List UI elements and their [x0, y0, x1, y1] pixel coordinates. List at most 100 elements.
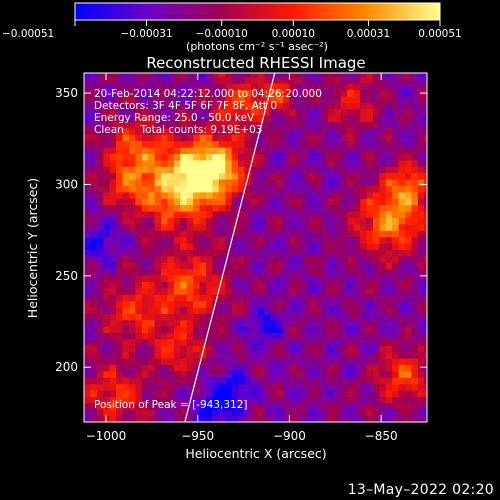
heatmap-cell [199, 198, 207, 206]
heatmap-cell [283, 332, 291, 340]
heatmap-cell [250, 281, 258, 289]
heatmap-cell [199, 73, 207, 78]
heatmap-cell [122, 140, 130, 148]
heatmap-cell [308, 204, 316, 212]
heatmap-cell [353, 249, 361, 257]
heatmap-cell [167, 409, 175, 417]
heatmap-cell [148, 326, 156, 334]
heatmap-cell [321, 210, 329, 218]
heatmap-cell [231, 198, 239, 206]
heatmap-cell [276, 313, 284, 321]
heatmap-cell [109, 242, 117, 250]
heatmap-cell [398, 332, 406, 340]
heatmap-cell [244, 185, 252, 193]
heatmap-cell [218, 268, 226, 276]
heatmap-cell [186, 134, 194, 142]
heatmap-cell [116, 159, 124, 167]
heatmap-cell [128, 210, 136, 218]
heatmap-cell [205, 236, 213, 244]
heatmap-cell [404, 300, 413, 308]
heatmap-cell [122, 159, 130, 167]
heatmap-cell [167, 390, 175, 398]
heatmap-cell [141, 210, 149, 218]
heatmap-cell [289, 345, 297, 353]
heatmap-cell [424, 115, 427, 123]
heatmap-cell [334, 198, 342, 206]
heatmap-cell [218, 108, 226, 116]
heatmap-cell [212, 73, 220, 78]
heatmap-cell [231, 306, 239, 314]
heatmap-cell [250, 83, 258, 91]
heatmap-cell [180, 210, 188, 218]
heatmap-cell [385, 134, 393, 142]
heatmap-cell [90, 159, 98, 167]
heatmap-cell [116, 338, 124, 346]
colorbar-unit-label: (photons cm⁻² s⁻¹ asec⁻²) [186, 40, 328, 53]
heatmap-cell [141, 178, 149, 186]
heatmap-cell [116, 364, 124, 372]
heatmap-cell [244, 178, 252, 186]
heatmap-cell [141, 383, 149, 391]
heatmap-cell [404, 306, 413, 314]
heatmap-cell [103, 159, 111, 167]
heatmap-cell [212, 127, 220, 135]
heatmap-cell [321, 159, 329, 167]
heatmap-cell [302, 351, 310, 359]
heatmap-cell [392, 249, 400, 257]
heatmap-cell [321, 115, 329, 123]
heatmap-cell [122, 198, 130, 206]
heatmap-cell [212, 326, 220, 334]
heatmap-cell [347, 115, 355, 123]
heatmap-cell [141, 370, 149, 378]
heatmap-cell [295, 255, 303, 263]
heatmap-cell [257, 204, 265, 212]
heatmap-cell [122, 415, 130, 422]
heatmap-cell [122, 115, 130, 123]
heatmap-cell [141, 198, 149, 206]
heatmap-cell [154, 274, 162, 282]
heatmap-cell [263, 262, 271, 270]
heatmap-cell [128, 159, 136, 167]
heatmap-cell [372, 83, 380, 91]
heatmap-cell [212, 409, 220, 417]
heatmap-cell [398, 198, 406, 206]
heatmap-cell [103, 73, 111, 78]
heatmap-cell [360, 76, 368, 84]
heatmap-cell [90, 140, 98, 148]
heatmap-cell [109, 281, 117, 289]
heatmap-cell [366, 83, 374, 91]
heatmap-cell [372, 390, 380, 398]
heatmap-cell [366, 198, 374, 206]
heatmap-cell [103, 326, 111, 334]
heatmap-cell [186, 338, 194, 346]
heatmap-cell [372, 274, 380, 282]
heatmap-cell [334, 230, 342, 238]
heatmap-cell [276, 242, 284, 250]
heatmap-cell [353, 262, 361, 270]
heatmap-cell [270, 370, 278, 378]
heatmap-cell [334, 306, 342, 314]
heatmap-cell [84, 338, 92, 346]
heatmap-cell [148, 108, 156, 116]
heatmap-cell [411, 230, 419, 238]
heatmap-cell [141, 89, 149, 97]
heatmap-cell [218, 198, 226, 206]
heatmap-cell [276, 351, 284, 359]
heatmap-cell [250, 140, 258, 148]
heatmap-cell [122, 351, 130, 359]
heatmap-cell [353, 166, 361, 174]
heatmap-cell [360, 159, 368, 167]
heatmap-cell [90, 121, 98, 129]
heatmap-cell [283, 210, 291, 218]
heatmap-cell [302, 364, 310, 372]
heatmap-cell [90, 134, 98, 142]
heatmap-cell [327, 127, 335, 135]
heatmap-cell [128, 274, 136, 282]
heatmap-cell [411, 294, 419, 302]
heatmap-cell [424, 268, 427, 276]
heatmap-cell [84, 274, 92, 282]
colorbar-tick-label: 0.00031 [347, 28, 390, 40]
chart-title: Reconstructed RHESSI Image [146, 54, 365, 72]
heatmap-cell [122, 102, 130, 110]
heatmap-cell [186, 166, 194, 174]
